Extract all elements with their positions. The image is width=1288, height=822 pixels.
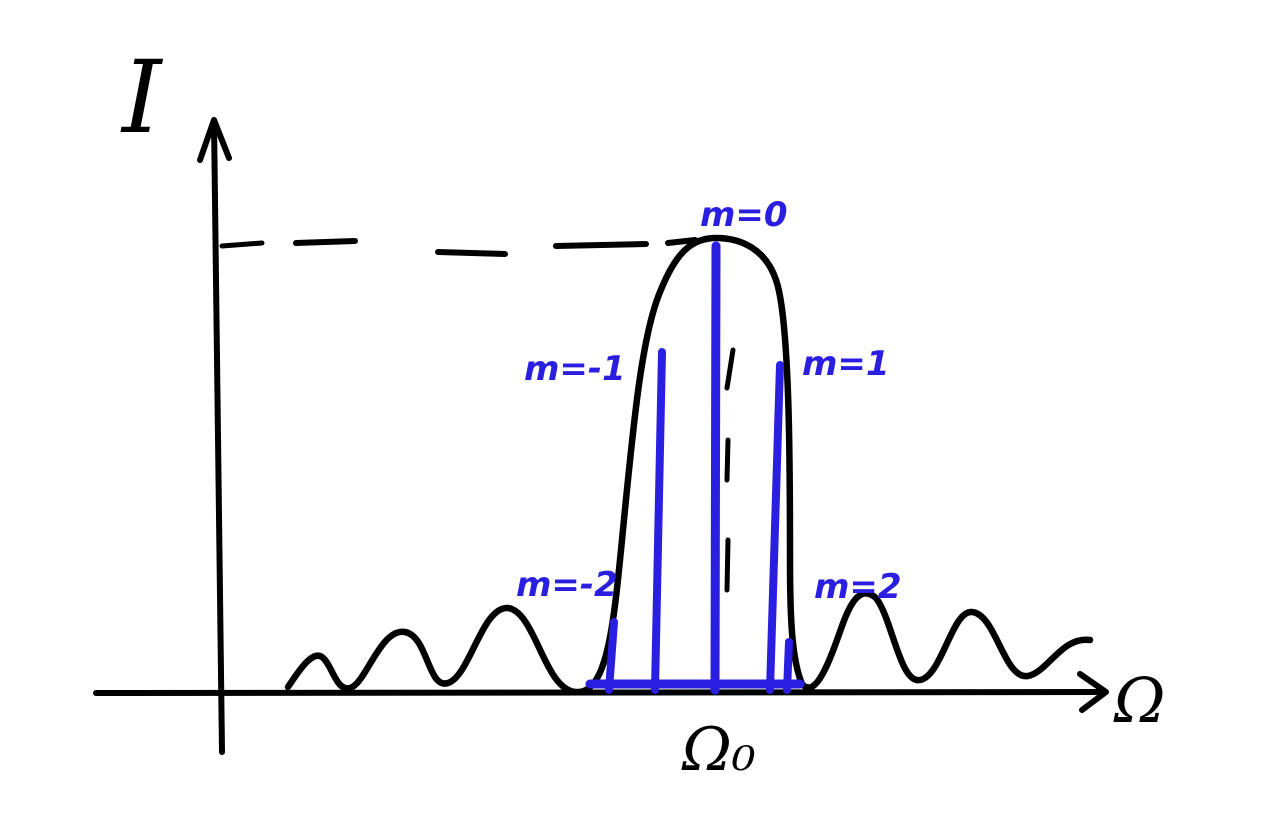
order-line-m0 [710, 241, 721, 695]
order-label-m1: m=1 [802, 344, 890, 384]
x-axis [93, 671, 1109, 713]
order-line-m-2 [605, 618, 618, 694]
y-axis [197, 117, 232, 755]
order-label-m2: m=2 [814, 567, 902, 607]
inner-black-strokes [724, 347, 736, 593]
order-label-m-1: m=-1 [524, 349, 626, 389]
intensity-curve [284, 234, 1094, 696]
order-line-m-1 [651, 348, 666, 694]
y-axis-label: I [120, 39, 164, 156]
order-lines [585, 241, 805, 695]
order-label-m0: m=0 [700, 195, 788, 235]
x-axis-label: Ω [1113, 664, 1165, 737]
order-line-m1 [766, 361, 784, 694]
center-label: Ω₀ [681, 715, 756, 785]
max-intensity-dashed-line [219, 237, 698, 257]
order-label-m-2: m=-2 [516, 565, 618, 605]
